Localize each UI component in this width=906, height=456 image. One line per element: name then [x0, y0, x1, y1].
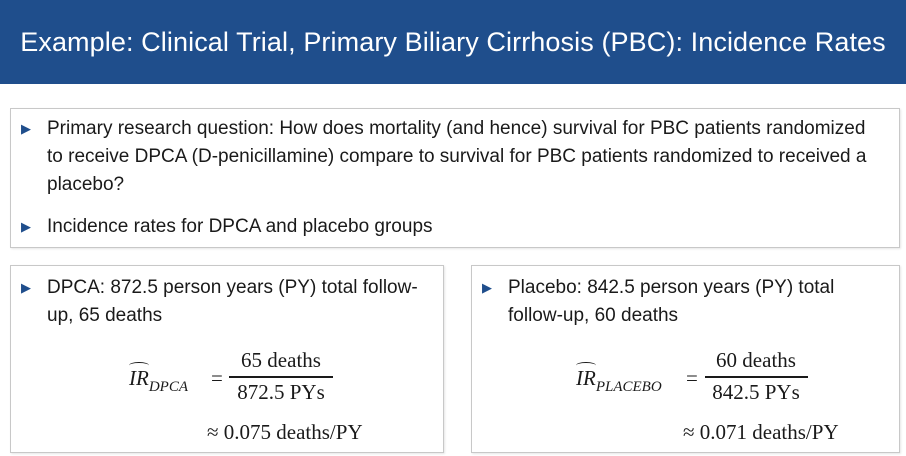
dpca-ir-label: IRDPCA	[129, 362, 188, 396]
dpca-result: ≈ 0.075 deaths/PY	[207, 420, 363, 444]
dpca-denominator: 872.5 PYs	[237, 380, 325, 404]
placebo-subscript: PLACEBO	[595, 379, 662, 395]
placebo-ir-label: IRPLACEBO	[576, 362, 662, 396]
bullet-incidence-rates: ▶ Incidence rates for DPCA and placebo g…	[21, 213, 881, 241]
placebo-fraction-bar	[705, 376, 808, 378]
dpca-box: ▶ DPCA: 872.5 person years (PY) total fo…	[10, 265, 444, 453]
dpca-numerator: 65 deaths	[241, 348, 321, 372]
placebo-result: ≈ 0.071 deaths/PY	[683, 420, 839, 444]
dpca-formula: IRDPCA = 65 deaths 872.5 PYs ≈ 0.075 dea…	[11, 266, 445, 454]
dpca-subscript: DPCA	[148, 379, 188, 395]
placebo-numerator: 60 deaths	[716, 348, 796, 372]
triangle-right-icon: ▶	[21, 280, 31, 295]
bullet-text: Placebo: 842.5 person years (PY) total f…	[508, 277, 835, 326]
bullet-text: Incidence rates for DPCA and placebo gro…	[47, 216, 433, 237]
ir-hat: IR	[129, 362, 149, 390]
triangle-right-icon: ▶	[21, 121, 31, 136]
equals-sign: =	[686, 366, 698, 390]
page-title: Example: Clinical Trial, Primary Biliary…	[20, 26, 886, 57]
placebo-formula: IRPLACEBO = 60 deaths 842.5 PYs ≈ 0.071 …	[472, 266, 901, 454]
equals-sign: =	[211, 366, 223, 390]
ir-hat: IR	[576, 362, 596, 390]
dpca-fraction-bar	[229, 376, 333, 378]
bullet-research-question: ▶ Primary research question: How does mo…	[21, 115, 881, 199]
bullet-text: Primary research question: How does mort…	[47, 118, 867, 195]
placebo-box: ▶ Placebo: 842.5 person years (PY) total…	[471, 265, 900, 453]
research-question-box: ▶ Primary research question: How does mo…	[10, 108, 900, 248]
triangle-right-icon: ▶	[482, 280, 492, 295]
title-bar: Example: Clinical Trial, Primary Biliary…	[0, 0, 906, 84]
bullet-placebo: ▶ Placebo: 842.5 person years (PY) total…	[482, 274, 892, 330]
bullet-dpca: ▶ DPCA: 872.5 person years (PY) total fo…	[21, 274, 431, 330]
bullet-text: DPCA: 872.5 person years (PY) total foll…	[47, 277, 418, 326]
triangle-right-icon: ▶	[21, 219, 31, 234]
placebo-denominator: 842.5 PYs	[712, 380, 800, 404]
